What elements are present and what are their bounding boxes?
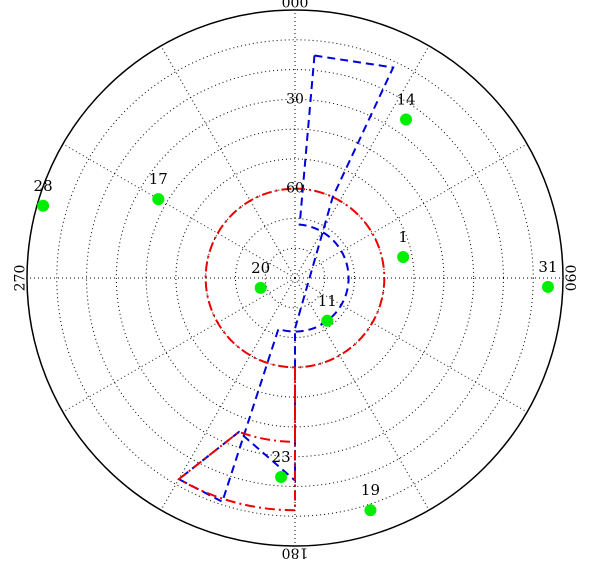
satellite-label-17: 17	[149, 170, 168, 188]
satellite-label-28: 28	[34, 177, 53, 195]
azimuth-tick-label: 180	[282, 545, 309, 561]
satellite-marker-23	[275, 471, 288, 484]
elevation-gridline-70	[234, 217, 356, 339]
satellite-label-1: 1	[398, 228, 408, 246]
azimuth-tick-label: 090	[562, 265, 578, 292]
satellite-marker-20	[254, 281, 267, 294]
azimuth-tick-label: 270	[12, 265, 28, 292]
azimuth-spoke-330	[160, 45, 296, 279]
mask-line-blue-0	[177, 54, 395, 504]
satellite-marker-17	[152, 193, 165, 206]
satellite-label-19: 19	[361, 481, 380, 499]
elevation-gridline-50	[175, 158, 415, 398]
elevation-gridline-80	[264, 247, 326, 309]
satellite-label-14: 14	[396, 90, 415, 108]
satellite-label-31: 31	[538, 258, 557, 276]
azimuth-spoke-30	[294, 45, 430, 279]
satellite-label-11: 11	[318, 292, 337, 310]
azimuth-spoke-150	[294, 277, 430, 511]
elevation-tick-label: 30	[286, 91, 304, 107]
horizon-circle	[26, 9, 564, 547]
satellite-marker-14	[400, 113, 413, 126]
satellite-marker-28	[37, 199, 50, 212]
elevation-mask-lines	[177, 54, 395, 512]
azimuth-spoke-120	[294, 277, 528, 413]
azimuth-spoke-60	[294, 143, 528, 279]
polar-grid	[27, 10, 563, 546]
satellite-marker-31	[541, 280, 554, 293]
azimuth-tick-label: 000	[282, 0, 309, 11]
azimuth-spoke-210	[160, 277, 296, 511]
azimuth-spoke-240	[62, 277, 296, 413]
satellite-marker-11	[321, 314, 334, 327]
elevation-gridline-10	[56, 39, 534, 517]
satellite-label-20: 20	[251, 259, 270, 277]
satellite-label-23: 23	[272, 448, 291, 466]
elevation-tick-label: 60	[286, 181, 304, 197]
satellite-markers: 14 17 1 31 20 11 28 23 19	[34, 90, 558, 517]
axis-labels: 30 60 000 090 180 270	[12, 0, 577, 561]
mask-line-red-1	[177, 187, 386, 512]
satellite-marker-1	[397, 250, 410, 263]
azimuth-spoke-300	[62, 143, 296, 279]
satellite-marker-19	[364, 504, 377, 517]
